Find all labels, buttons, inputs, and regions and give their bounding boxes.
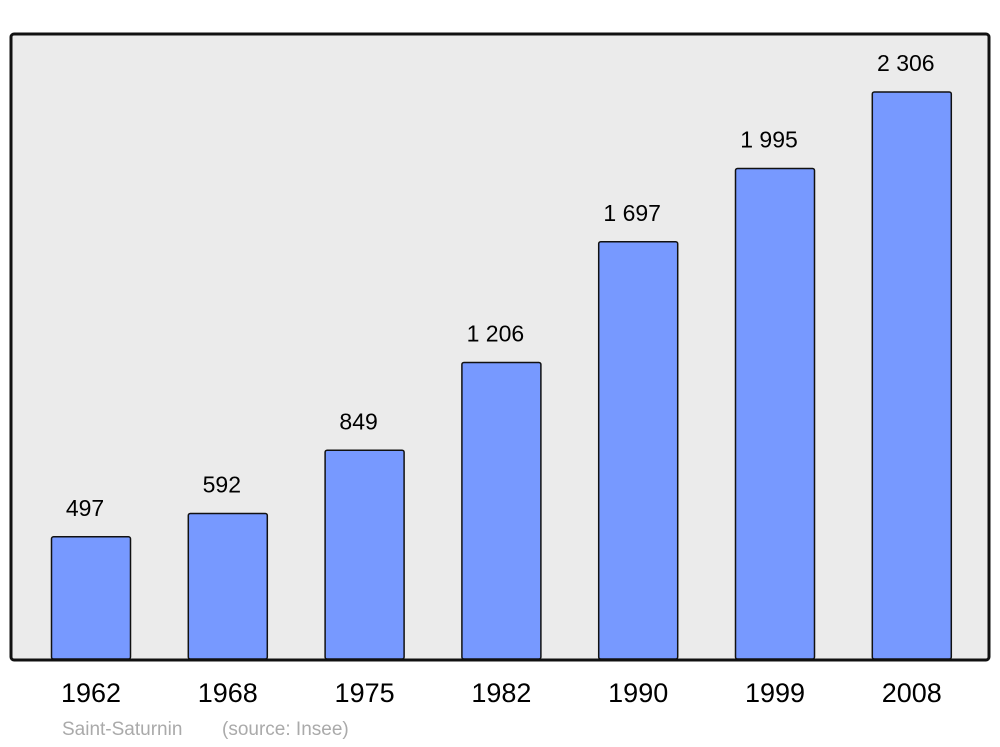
x-tick-label: 1975 bbox=[335, 678, 395, 708]
value-label: 1 995 bbox=[740, 127, 798, 153]
value-label: 1 697 bbox=[603, 200, 661, 226]
bar bbox=[734, 167, 816, 660]
x-tick-label: 1999 bbox=[745, 678, 805, 708]
value-label: 1 206 bbox=[467, 321, 525, 347]
value-label: 592 bbox=[203, 472, 241, 498]
source: (source: Insee) bbox=[222, 719, 349, 740]
x-tick-label: 1968 bbox=[198, 678, 258, 708]
caption: Saint-Saturnin bbox=[62, 719, 182, 740]
x-tick-label: 1982 bbox=[471, 678, 531, 708]
x-tick-label: 1962 bbox=[61, 678, 121, 708]
bar bbox=[871, 91, 953, 660]
bar bbox=[50, 536, 132, 660]
x-tick-label: 1990 bbox=[608, 678, 668, 708]
value-label: 2 306 bbox=[877, 50, 935, 76]
value-label: 849 bbox=[339, 408, 377, 434]
value-label: 497 bbox=[66, 495, 104, 521]
x-tick-label: 2008 bbox=[882, 678, 942, 708]
bar bbox=[324, 449, 405, 660]
bar bbox=[461, 361, 542, 660]
bar bbox=[187, 512, 269, 660]
bar bbox=[597, 240, 679, 660]
